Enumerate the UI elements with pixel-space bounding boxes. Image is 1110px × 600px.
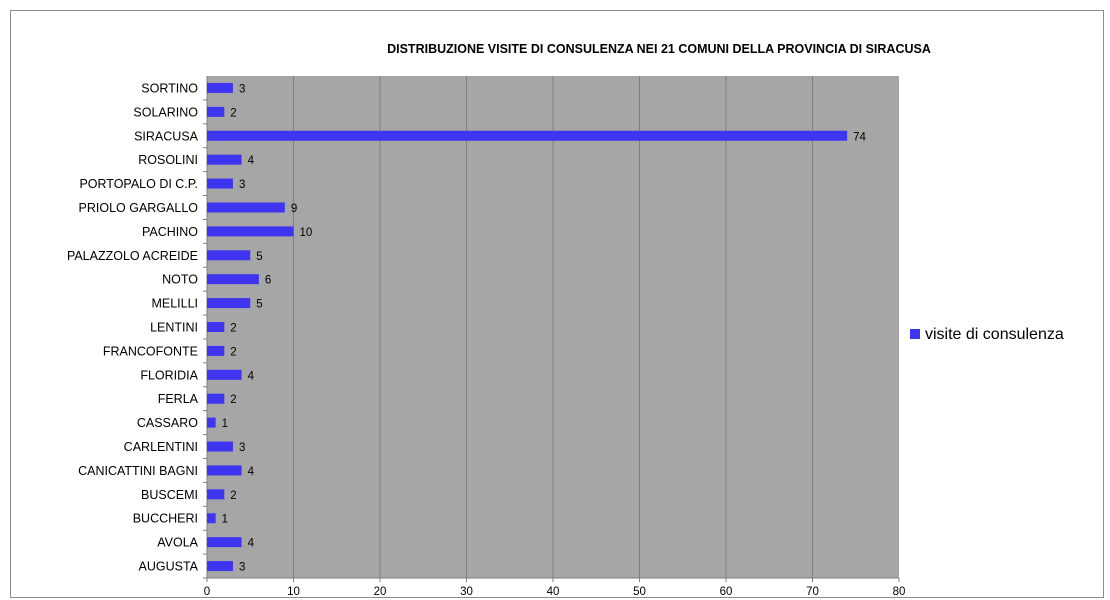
category-label: AUGUSTA [139,560,199,574]
x-tick-label: 60 [720,586,733,597]
data-label: 6 [265,275,271,287]
category-label: SIRACUSA [134,129,199,143]
legend: visite di consulenza [910,326,1064,343]
category-label: FRANCOFONTE [103,344,198,358]
x-tick-label: 0 [204,586,210,597]
bar-priolo-gargallo [207,202,285,212]
data-label: 74 [853,131,866,143]
data-label: 10 [300,227,313,239]
bar-lentini [207,322,224,332]
bar-canicattini-bagni [207,465,242,475]
category-label: ROSOLINI [138,153,198,167]
bar-ferla [207,394,224,404]
category-label: MELILLI [151,297,198,311]
bar-augusta [207,561,233,571]
bar-solarino [207,107,224,117]
bar-portopalo-di-c-p [207,179,233,189]
category-label: LENTINI [150,321,198,335]
data-label: 2 [230,490,236,502]
bar-avola [207,537,242,547]
data-label: 4 [248,155,255,167]
category-label: PACHINO [142,225,198,239]
x-tick-label: 70 [806,586,819,597]
chart-frame: DISTRIBUZIONE VISITE DI CONSULENZA NEI 2… [10,10,1104,598]
bar-noto [207,274,259,284]
data-label: 1 [222,418,228,430]
category-label: PALAZZOLO ACREIDE [67,249,198,263]
data-label: 4 [248,466,255,478]
category-label: CARLENTINI [124,440,198,454]
data-label: 1 [222,514,228,526]
bar-francofonte [207,346,224,356]
bar-palazzolo-acreide [207,250,250,260]
category-label: CASSARO [137,416,198,430]
category-label: SOLARINO [133,105,198,119]
data-label: 9 [291,203,297,215]
bar-chart: DISTRIBUZIONE VISITE DI CONSULENZA NEI 2… [11,11,1103,597]
category-label: PRIOLO GARGALLO [79,201,199,215]
data-label: 2 [230,346,236,358]
plot-area: 0 10 20 30 40 50 60 70 80 AUGUSTA 3 AVOLA 4 BUCCHERI 1… [67,76,905,597]
bar-sortino [207,83,233,93]
bar-buccheri [207,513,216,523]
x-tick-label: 50 [633,586,646,597]
data-label: 2 [230,107,236,119]
data-label: 3 [239,179,245,191]
data-label: 3 [239,562,245,574]
data-label: 4 [248,370,255,382]
bar-buscemi [207,489,224,499]
x-tick-label: 30 [460,586,473,597]
bar-cassaro [207,418,216,428]
data-label: 5 [256,251,262,263]
bar-carlentini [207,442,233,452]
data-label: 2 [230,394,236,406]
bar-pachino [207,226,294,236]
bar-melilli [207,298,250,308]
category-label: SORTINO [141,81,198,95]
data-label: 3 [239,442,245,454]
data-label: 4 [248,538,255,550]
x-tick-label: 40 [547,586,560,597]
x-tick-label: 20 [374,586,387,597]
category-label: AVOLA [157,536,198,550]
data-label: 3 [239,83,245,95]
x-tick-label: 80 [893,586,906,597]
bar-rosolini [207,155,242,165]
category-label: BUSCEMI [141,488,198,502]
category-label: NOTO [162,273,198,287]
legend-label: visite di consulenza [925,326,1064,343]
bar-floridia [207,370,242,380]
chart-title: DISTRIBUZIONE VISITE DI CONSULENZA NEI 2… [387,42,931,56]
category-label: PORTOPALO DI C.P. [79,177,198,191]
data-label: 2 [230,323,236,335]
category-label: FERLA [158,392,199,406]
category-label: FLORIDIA [140,368,198,382]
x-tick-label: 10 [287,586,300,597]
category-label: CANICATTINI BAGNI [78,464,198,478]
data-label: 5 [256,299,262,311]
bar-siracusa [207,131,847,141]
category-label: BUCCHERI [133,512,198,526]
legend-swatch [910,329,920,339]
